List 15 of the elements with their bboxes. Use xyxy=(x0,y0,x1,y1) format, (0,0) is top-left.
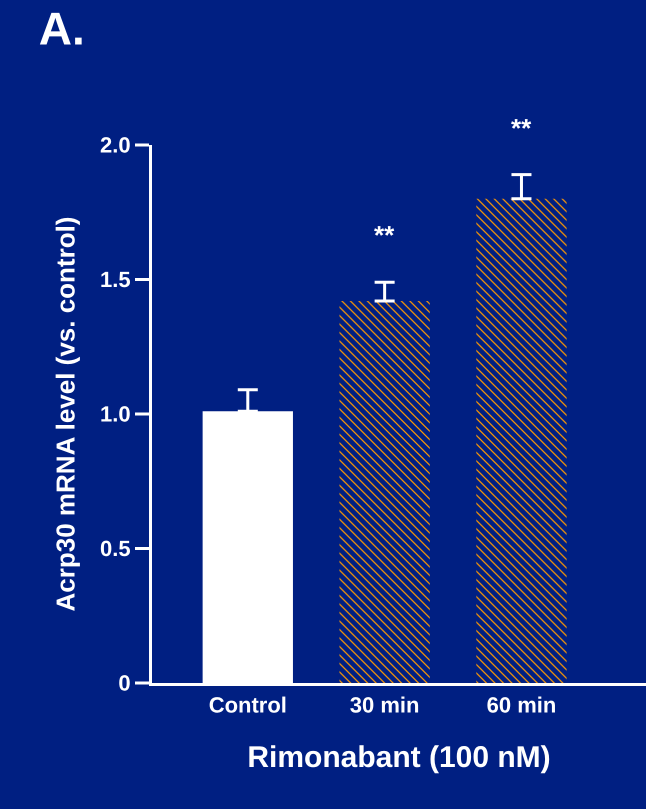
y-tick-label: 1.0 xyxy=(100,402,131,427)
bar xyxy=(476,198,567,683)
x-tick-label: 60 min xyxy=(486,692,556,718)
x-axis-title: Rimonabant (100 nM) xyxy=(247,740,551,774)
bar xyxy=(339,301,430,683)
y-tick-label: 0.5 xyxy=(100,536,131,562)
y-axis-title: Acrp30 mRNA level (vs. control) xyxy=(50,216,80,612)
x-tick-label: 30 min xyxy=(350,692,420,718)
annotation: ** xyxy=(511,113,532,143)
chart-title: A. xyxy=(38,2,85,54)
y-tick-label: 1.5 xyxy=(100,267,131,292)
annotation: ** xyxy=(374,220,396,250)
y-tick-label: 2.0 xyxy=(100,132,131,158)
y-tick-label: 0 xyxy=(118,670,131,696)
x-tick-label: Control xyxy=(208,692,287,718)
